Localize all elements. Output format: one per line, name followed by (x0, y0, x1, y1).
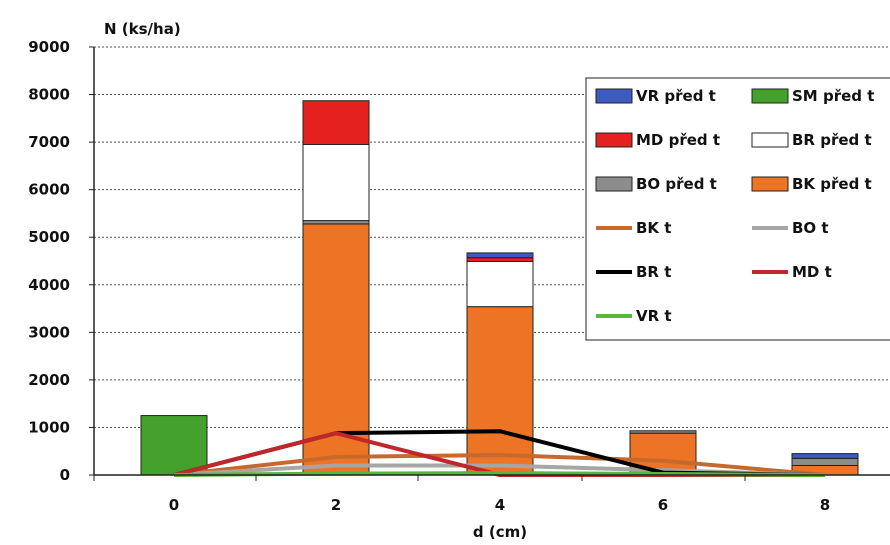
y-tick-label: 9000 (28, 38, 70, 56)
x-tick-label: 6 (658, 496, 668, 514)
x-tick-label: 2 (331, 496, 341, 514)
y-tick-label: 2000 (28, 371, 70, 389)
legend-swatch (751, 88, 789, 104)
y-tick-label: 8000 (28, 86, 70, 104)
axes: 0 1000 2000 3000 4000 5000 6000 7000 8000 9000 0 2 4… (28, 38, 890, 514)
x-axis-title: d (cm) (473, 523, 527, 541)
y-axis-title: N (ks/ha) (104, 20, 181, 38)
legend-swatch (751, 132, 789, 148)
y-tick-label: 7000 (28, 133, 70, 151)
legend-label: BO před t (636, 175, 717, 193)
x-tick-label: 0 (169, 496, 179, 514)
legend-label: BO t (792, 219, 829, 237)
y-tick-label: 6000 (28, 181, 70, 199)
x-tick-label: 4 (495, 496, 505, 514)
y-tick-label: 4000 (28, 276, 70, 294)
legend-label: VR t (636, 307, 672, 325)
legend-swatch (595, 132, 633, 148)
legend-swatch (595, 88, 633, 104)
line-series (173, 453, 826, 477)
x-tick-label: 8 (820, 496, 830, 514)
legend-swatch (751, 176, 789, 192)
bar-segment (466, 306, 534, 476)
legend-swatch (595, 176, 633, 192)
bar-segment (302, 100, 370, 145)
legend-label: SM před t (792, 87, 874, 105)
bar-segment (466, 257, 534, 262)
bar-segment (466, 260, 534, 308)
legend-label: BK t (636, 219, 671, 237)
bar-segment (466, 252, 534, 259)
y-tick-label: 1000 (28, 418, 70, 436)
bar-segment (140, 415, 208, 476)
legend-label: VR před t (636, 87, 716, 105)
legend: VR před t SM před t MD před t BR před t BO p… (585, 77, 890, 341)
legend-box (585, 77, 890, 341)
legend-label: BR t (636, 263, 671, 281)
bar-segment (791, 453, 859, 459)
legend-label: MD před t (636, 131, 720, 149)
legend-label: BK před t (792, 175, 872, 193)
legend-label: MD t (792, 263, 832, 281)
bar-segment (629, 430, 697, 434)
bar-segment (302, 143, 370, 222)
bar-segment (791, 457, 859, 466)
y-tick-label: 3000 (28, 323, 70, 341)
legend-label: BR před t (792, 131, 872, 149)
y-tick-label: 0 (60, 466, 70, 484)
y-tick-label: 5000 (28, 228, 70, 246)
